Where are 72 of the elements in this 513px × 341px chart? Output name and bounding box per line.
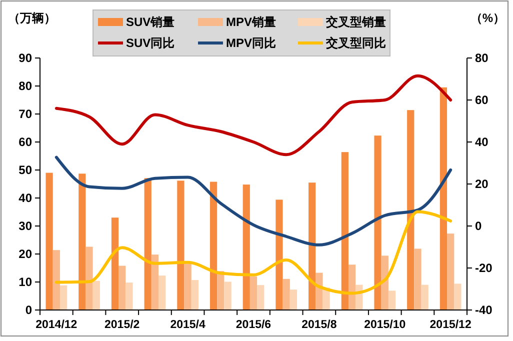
bar bbox=[341, 152, 348, 310]
y-tick-label: 20 bbox=[18, 247, 32, 262]
x-tick-label: 2015/10 bbox=[364, 319, 406, 331]
bar bbox=[454, 284, 462, 310]
y-tick-label: 10 bbox=[18, 275, 32, 290]
x-tick-label: 2015/6 bbox=[236, 319, 272, 331]
y-axis-title: （万辆） bbox=[8, 11, 56, 25]
line-series bbox=[54, 210, 452, 295]
y2-tick-label: 40 bbox=[475, 135, 489, 150]
bar bbox=[447, 234, 454, 310]
y2-tick-label: -40 bbox=[475, 303, 493, 318]
y-tick-label: 60 bbox=[18, 135, 32, 150]
bar bbox=[421, 284, 428, 310]
bar bbox=[381, 256, 388, 310]
bar bbox=[348, 264, 356, 310]
y-tick-label: 50 bbox=[18, 163, 32, 178]
bar bbox=[151, 254, 159, 310]
line-series bbox=[54, 74, 452, 156]
bar bbox=[282, 278, 290, 310]
bar bbox=[414, 248, 422, 310]
legend-label: MPV同比 bbox=[226, 36, 276, 50]
y2-axis-title: （%） bbox=[470, 11, 505, 25]
bar bbox=[92, 280, 100, 310]
y-tick-label: 80 bbox=[18, 79, 32, 94]
bar bbox=[290, 290, 298, 310]
bar bbox=[224, 282, 232, 310]
bar bbox=[407, 110, 414, 310]
bar bbox=[440, 87, 448, 310]
bar bbox=[144, 178, 152, 310]
legend-label: 交叉型销量 bbox=[325, 15, 386, 30]
y-tick-label: 70 bbox=[18, 107, 32, 122]
legend-label: 交叉型同比 bbox=[325, 36, 386, 50]
line-series bbox=[54, 156, 452, 246]
y2-tick-label: -20 bbox=[475, 261, 493, 276]
bar bbox=[86, 246, 93, 310]
bar bbox=[374, 136, 382, 310]
y2-tick-label: 60 bbox=[475, 93, 489, 108]
legend-label: MPV销量 bbox=[226, 15, 276, 30]
bar bbox=[46, 172, 53, 310]
bar bbox=[177, 180, 184, 310]
legend-label: SUV同比 bbox=[126, 36, 175, 50]
y2-tick-label: 0 bbox=[475, 219, 482, 234]
bar bbox=[217, 271, 224, 310]
bar bbox=[60, 285, 68, 310]
bar bbox=[191, 280, 198, 310]
x-tick-label: 2015/12 bbox=[430, 319, 472, 331]
x-tick-label: 2015/4 bbox=[170, 319, 206, 331]
bar bbox=[388, 290, 396, 310]
y2-tick-label: 80 bbox=[475, 51, 489, 66]
x-tick-label: 2014/12 bbox=[36, 319, 78, 331]
bar bbox=[276, 200, 283, 310]
y-tick-label: 40 bbox=[18, 191, 32, 206]
bar bbox=[242, 184, 250, 310]
bar bbox=[158, 276, 166, 310]
y-tick-label: 90 bbox=[18, 51, 32, 66]
y-tick-label: 0 bbox=[25, 303, 32, 318]
bar bbox=[316, 272, 323, 310]
bar bbox=[126, 282, 133, 310]
bar bbox=[257, 285, 264, 310]
bar bbox=[250, 276, 258, 310]
legend-label: SUV销量 bbox=[126, 15, 175, 30]
bar bbox=[210, 182, 218, 310]
bar bbox=[111, 218, 119, 310]
bar bbox=[78, 174, 86, 310]
bar bbox=[52, 250, 60, 310]
bar bbox=[308, 182, 316, 310]
bar bbox=[118, 266, 126, 310]
x-tick-label: 2015/2 bbox=[104, 319, 140, 331]
y2-tick-label: 20 bbox=[475, 177, 489, 192]
x-tick-label: 2015/8 bbox=[302, 319, 338, 331]
y-tick-label: 30 bbox=[18, 219, 32, 234]
bar bbox=[184, 264, 192, 310]
